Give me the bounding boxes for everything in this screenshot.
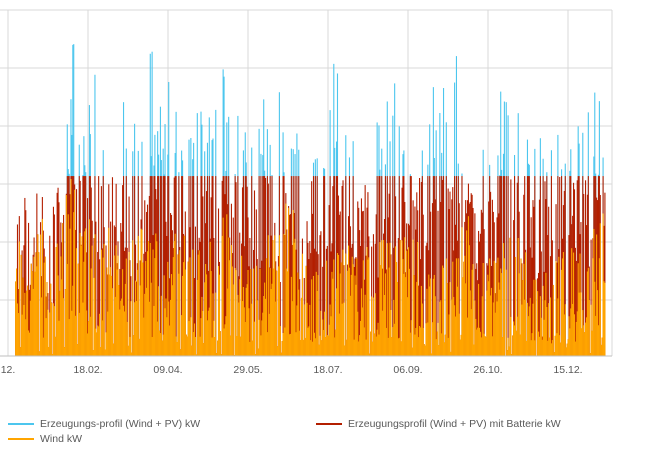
legend-swatch-battery — [316, 423, 342, 425]
wind-spike — [51, 303, 52, 356]
wind-spike — [449, 282, 450, 356]
wind-spike — [254, 322, 255, 356]
wind-spike — [368, 257, 369, 356]
wind-spike — [604, 283, 605, 356]
wind-spike — [19, 241, 20, 356]
wind-spike — [179, 250, 180, 356]
wind-spike — [233, 284, 234, 356]
wind-spike — [104, 244, 105, 356]
wind-spike — [215, 293, 216, 356]
wind-spike — [553, 285, 554, 356]
wind-spike — [280, 326, 281, 356]
legend-label-profile: Erzeugungs-profil (Wind + PV) kW — [40, 418, 200, 430]
wind-spike — [430, 278, 431, 356]
legend-item-battery: Erzeugungsprofil (Wind + PV) mit Batteri… — [316, 418, 561, 430]
wind-spike — [130, 301, 131, 356]
x-tick-label: 12. — [1, 364, 16, 376]
wind-spike — [138, 236, 139, 356]
x-tick-label: 09.04. — [153, 364, 182, 376]
legend-item-profile: Erzeugungs-profil (Wind + PV) kW — [8, 418, 200, 430]
legend-swatch-wind — [8, 438, 34, 440]
wind-spike — [473, 264, 474, 356]
wind-spike — [318, 275, 319, 356]
wind-spike — [195, 337, 196, 356]
legend-label-battery: Erzeugungsprofil (Wind + PV) mit Batteri… — [348, 418, 561, 430]
wind-spike — [510, 317, 511, 356]
wind-spike — [504, 258, 505, 356]
x-tick-label: 06.09. — [393, 364, 422, 376]
wind-spike — [276, 271, 277, 356]
legend-item-wind: Wind kW — [8, 433, 82, 445]
legend-swatch-profile — [8, 423, 34, 425]
battery-spike — [508, 176, 509, 356]
wind-spike — [92, 246, 93, 356]
legend-label-wind: Wind kW — [40, 433, 82, 445]
wind-spike — [525, 252, 526, 356]
x-tick-label: 26.10. — [473, 364, 502, 376]
wind-spike — [42, 219, 43, 356]
wind-spike — [535, 280, 536, 356]
x-tick-label: 18.02. — [73, 364, 102, 376]
wind-spike — [257, 300, 258, 356]
x-tick-label: 15.12. — [553, 364, 582, 376]
wind-spike — [76, 248, 77, 356]
x-tick-labels: 12. 18.02. 09.04. 29.05. 18.07. 06.09. 26.10. 1… — [1, 364, 583, 376]
x-tick-label: 18.07. — [313, 364, 342, 376]
wind-spike — [400, 240, 401, 356]
wind-spike — [220, 331, 221, 356]
wind-spike — [589, 300, 590, 356]
wind-spike — [600, 223, 601, 356]
wind-spike — [288, 208, 289, 356]
wind-spike — [38, 252, 39, 356]
wind-spike — [506, 270, 507, 356]
x-tick-label: 29.05. — [233, 364, 262, 376]
